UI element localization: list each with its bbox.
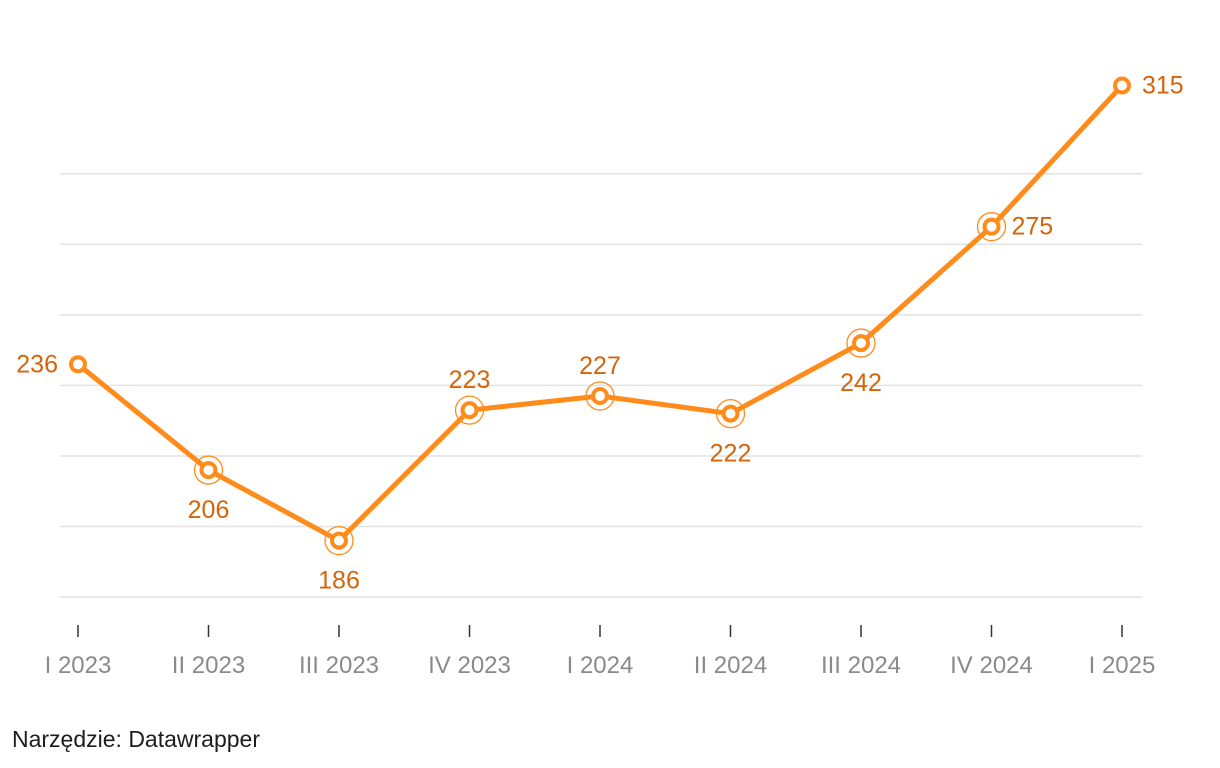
data-point bbox=[193, 455, 224, 485]
data-label: 242 bbox=[840, 369, 882, 397]
data-point bbox=[69, 355, 87, 374]
line-chart: I 2023 II 2023 III 2023 IV 2023 I 2024 II 202… bbox=[16, 72, 1183, 679]
data-label: 275 bbox=[1012, 213, 1054, 241]
point-marker bbox=[982, 217, 1001, 236]
data-label: 206 bbox=[188, 496, 230, 524]
point-halo bbox=[846, 328, 876, 358]
point-marker bbox=[460, 401, 479, 420]
point-halo bbox=[715, 398, 746, 429]
x-tick-label: III 2024 bbox=[821, 652, 901, 679]
point-marker bbox=[199, 461, 218, 480]
series-line bbox=[75, 83, 1125, 544]
x-tick-label: II 2024 bbox=[694, 652, 767, 679]
data-labels: 236 206 186 223 227 222 242 275 315 bbox=[16, 72, 1183, 595]
data-point bbox=[585, 381, 615, 411]
data-point bbox=[324, 525, 354, 556]
data-point bbox=[846, 328, 876, 358]
data-label: 236 bbox=[16, 350, 58, 378]
data-label: 315 bbox=[1142, 72, 1184, 100]
point-halo bbox=[976, 212, 1007, 242]
point-marker bbox=[721, 404, 740, 423]
point-halo bbox=[585, 381, 615, 411]
series-line-path bbox=[75, 83, 1125, 544]
source-note: Narzędzie: Datawrapper bbox=[12, 726, 261, 752]
point-halo bbox=[193, 455, 224, 485]
data-point bbox=[454, 395, 485, 425]
x-tick-label: IV 2024 bbox=[950, 652, 1033, 679]
point-marker bbox=[591, 387, 609, 405]
point-halo bbox=[454, 395, 485, 425]
data-label: 227 bbox=[579, 352, 621, 380]
point-marker bbox=[852, 334, 870, 353]
data-point bbox=[1113, 76, 1131, 95]
x-tick-label: IV 2023 bbox=[428, 652, 511, 679]
x-tick-label: I 2024 bbox=[567, 652, 634, 679]
data-points bbox=[69, 76, 1131, 556]
data-point bbox=[715, 398, 746, 429]
data-label: 222 bbox=[710, 440, 752, 468]
data-label: 186 bbox=[318, 567, 360, 595]
x-tick-label: III 2023 bbox=[299, 652, 379, 679]
x-tick-label: I 2023 bbox=[45, 652, 112, 679]
grid-lines bbox=[60, 173, 1142, 598]
point-marker bbox=[330, 531, 348, 550]
data-label: 223 bbox=[449, 366, 491, 394]
point-marker bbox=[69, 355, 87, 374]
x-axis: I 2023 II 2023 III 2023 IV 2023 I 2024 II 202… bbox=[45, 625, 1156, 679]
x-tick-label: II 2023 bbox=[172, 652, 245, 679]
point-halo bbox=[324, 525, 354, 556]
point-marker bbox=[1113, 76, 1131, 95]
data-point bbox=[976, 212, 1007, 242]
x-tick-label: I 2025 bbox=[1089, 652, 1156, 679]
